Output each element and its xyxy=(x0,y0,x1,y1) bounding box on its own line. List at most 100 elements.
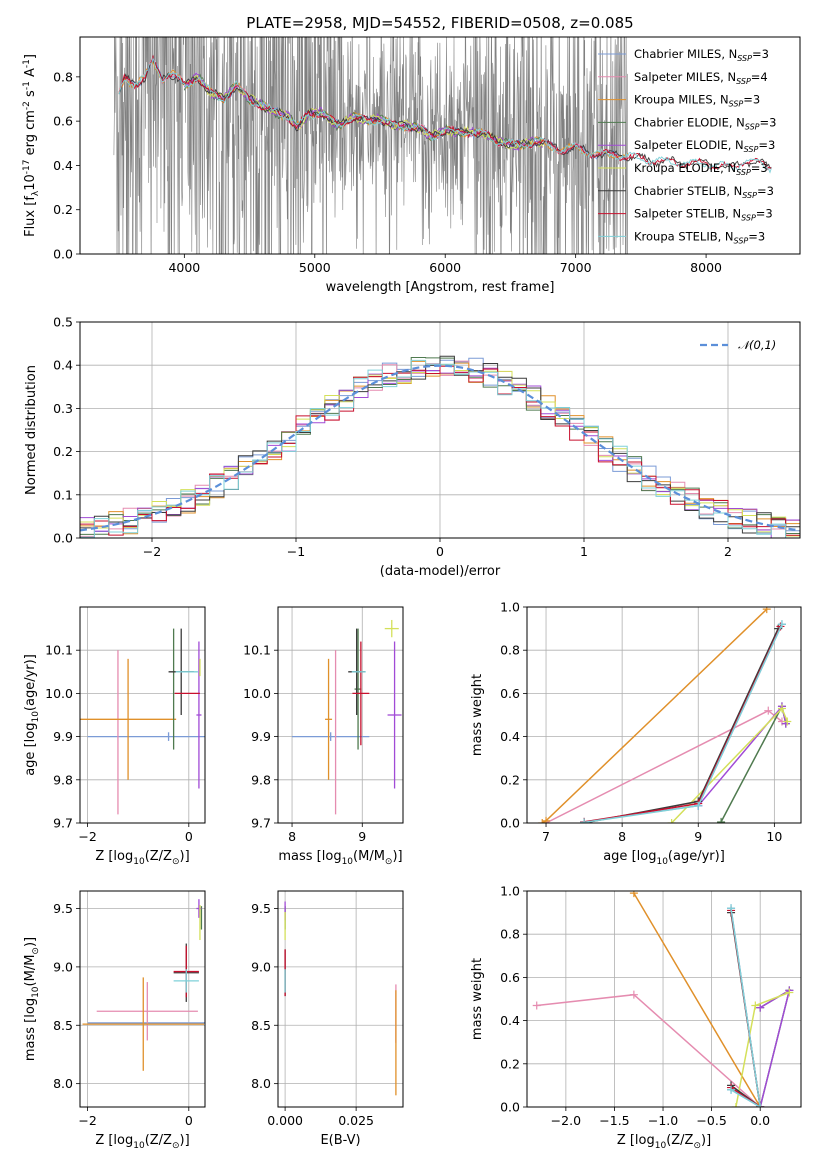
weight-point xyxy=(762,607,771,614)
x-tick-label: 0.000 xyxy=(267,1113,303,1128)
x-tick-label: −1 xyxy=(287,544,305,559)
legend-entry: 𝒩(0,1) xyxy=(738,338,776,352)
y-tick-label: 0.8 xyxy=(500,927,520,942)
y-tick-label: 9.9 xyxy=(53,729,73,744)
x-axis-label: Z [log10(Z/Z⊙)] xyxy=(95,1133,189,1151)
y-tick-label: 1.0 xyxy=(500,884,520,899)
weight-line-salpeter-elodie xyxy=(759,988,791,1107)
y-tick-label: 10.0 xyxy=(45,686,73,701)
observed-spectrum xyxy=(113,37,628,254)
weight-point xyxy=(694,801,703,810)
legend-entry: Chabrier MILES, NSSP=3 xyxy=(634,47,769,63)
y-tick-label: 0.8 xyxy=(500,643,520,658)
axes-frame xyxy=(277,606,404,824)
x-tick-label: −2 xyxy=(78,829,96,844)
x-tick-label: −2 xyxy=(143,544,161,559)
weight-point xyxy=(785,988,794,997)
x-tick-label: 9 xyxy=(358,829,366,844)
label-part: 10 xyxy=(23,174,38,191)
x-tick-label: 0 xyxy=(436,544,444,559)
y-tick-label: 0.0 xyxy=(53,531,73,546)
errorbar-chabrier-miles xyxy=(292,732,370,741)
legend-subscript: SSP xyxy=(745,122,760,131)
label-part: ⊙ xyxy=(172,857,180,867)
plot-area xyxy=(82,899,205,1071)
plot-area xyxy=(284,901,397,1096)
y-tick-label: 0.2 xyxy=(500,772,520,787)
legend-count: =3 xyxy=(760,115,777,129)
label-part: 10 xyxy=(31,986,41,998)
label-part: 10 xyxy=(342,857,354,867)
legend-subscript: SSP xyxy=(734,236,749,245)
label-part: mass weight xyxy=(470,958,485,1040)
gaussian-curve xyxy=(80,364,800,532)
legend-entry: Kroupa ELODIE, NSSP=3 xyxy=(634,161,768,177)
y-tick-label: 9.7 xyxy=(251,816,271,831)
weight-point xyxy=(781,719,790,728)
label-part: mass [log xyxy=(23,998,38,1061)
y-tick-label: 0.6 xyxy=(53,114,73,129)
y-tick-label: 10.0 xyxy=(243,686,271,701)
weight-line-salpeter-elodie xyxy=(697,704,787,807)
errorbar-kroupa-miles xyxy=(325,658,333,780)
x-tick-label: 0.025 xyxy=(338,1113,374,1128)
plot-area xyxy=(113,37,772,254)
x-tick-label: 1 xyxy=(580,544,588,559)
plot-area xyxy=(80,628,205,815)
weight-line-kroupa-elodie xyxy=(735,991,790,1107)
label-part: (age/yr)] xyxy=(668,849,725,864)
label-part: ⊙ xyxy=(385,857,393,867)
x-tick-label: 6000 xyxy=(429,260,461,275)
label-part: )] xyxy=(23,937,38,947)
y-tick-label: 0.0 xyxy=(500,1100,520,1115)
y-tick-label: 0.6 xyxy=(500,686,520,701)
x-tick-label: −2.0 xyxy=(551,1113,581,1128)
y-tick-label: 0.0 xyxy=(500,816,520,831)
legend-text: Salpeter MILES, N xyxy=(634,70,736,84)
y-tick-label: 9.9 xyxy=(251,729,271,744)
axes-frame xyxy=(79,890,206,1108)
label-part: ⊙ xyxy=(172,1141,180,1151)
figure-title: PLATE=2958, MJD=54552, FIBERID=0508, z=0… xyxy=(246,14,633,32)
legend-entry: Salpeter STELIB, NSSP=3 xyxy=(634,207,773,223)
legend-entry: Salpeter MILES, NSSP=4 xyxy=(634,70,768,86)
label-part: )] xyxy=(180,1133,190,1148)
x-tick-label: 7 xyxy=(542,829,550,844)
axes-frame xyxy=(79,36,801,255)
weight-point xyxy=(756,1103,765,1107)
legend-count: =3 xyxy=(756,207,773,221)
legend-text: Kroupa ELODIE, N xyxy=(634,161,736,175)
plot-area xyxy=(532,891,794,1107)
weight-line-kroupa-stelib xyxy=(583,623,783,823)
x-axis-label: age [log10(age/yr)] xyxy=(603,849,725,867)
panel-spectrum: 4000 5000 6000 7000 8000 0.0 0.2 0.4 0.6 0.8 wavel… xyxy=(22,36,801,295)
errorbar-kroupa-miles xyxy=(82,977,204,1071)
x-axis-label: wavelength [Angstrom, rest frame] xyxy=(326,280,555,295)
weight-line-chabrier-elodie xyxy=(720,704,787,823)
x-axis-label: Z [log10(Z/Z⊙)] xyxy=(617,1133,711,1151)
axes-frame xyxy=(79,321,801,539)
x-tick-label: −1.5 xyxy=(599,1113,629,1128)
weight-point xyxy=(731,1103,740,1107)
panel-age_vs_Z: −2 09.79.89.910.010.1Z [log10(Z/Z⊙)]age [… xyxy=(23,606,206,867)
y-tick-label: 0.4 xyxy=(500,729,520,744)
y-tick-label: 9.0 xyxy=(53,959,73,974)
weight-point xyxy=(580,818,589,823)
weight-point xyxy=(542,816,551,823)
y-tick-label: 0.4 xyxy=(53,158,73,173)
y-tick-label: 0.2 xyxy=(53,444,73,459)
weight-point xyxy=(764,706,773,715)
x-tick-label: 10 xyxy=(766,829,782,844)
label-part: Z [log xyxy=(95,1133,133,1148)
errorbar-kroupa-elodie xyxy=(384,619,399,638)
errorbar-salpeter-elodie xyxy=(387,641,402,789)
x-axis-label: E(B-V) xyxy=(320,1133,360,1148)
y-tick-label: 9.7 xyxy=(53,816,73,831)
label-part: 10 xyxy=(655,1141,667,1151)
weight-line-kroupa-miles xyxy=(633,892,761,1107)
weight-point xyxy=(717,817,726,823)
legend-entry: Chabrier ELODIE, NSSP=3 xyxy=(634,115,776,131)
plot-area xyxy=(538,607,792,823)
legend-text: Salpeter ELODIE, N xyxy=(634,138,744,152)
